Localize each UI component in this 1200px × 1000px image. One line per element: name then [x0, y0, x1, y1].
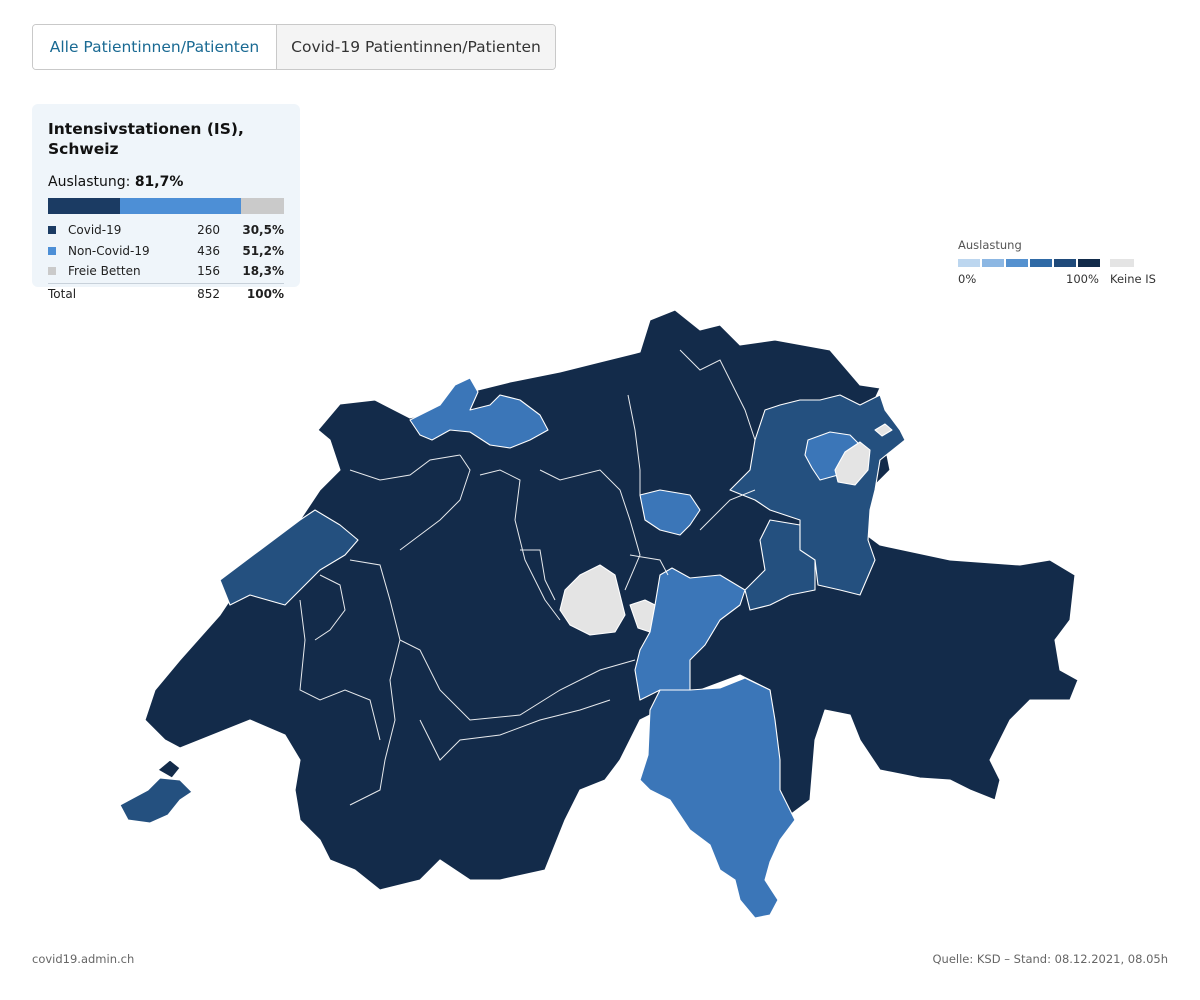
table-row: Freie Betten 156 18,3% [48, 261, 284, 282]
region-geneva[interactable] [119, 777, 193, 824]
legend-swatch [958, 259, 980, 267]
legend-max-label: 100% [1066, 272, 1099, 286]
canton-borders [299, 349, 756, 806]
tab-all-patients[interactable]: Alle Patientinnen/Patienten [33, 25, 277, 69]
row-count: 156 [197, 264, 220, 279]
region-ticino[interactable] [639, 677, 796, 919]
row-count: 436 [197, 243, 220, 258]
legend-color-scale [958, 259, 1102, 267]
row-label: Freie Betten [68, 264, 141, 279]
region-neuchatel[interactable] [219, 509, 359, 606]
card-title: Intensivstationen (IS), Schweiz [48, 120, 244, 158]
legend-swatch [1006, 259, 1028, 267]
utilization-stacked-bar [48, 198, 284, 214]
tab-covid-patients[interactable]: Covid-19 Patientinnen/Patienten [277, 25, 555, 69]
row-share: 18,3% [242, 264, 284, 279]
row-label: Covid-19 [68, 223, 122, 238]
region-obwalden[interactable] [559, 564, 626, 636]
row-count: 260 [197, 223, 220, 238]
region-uri[interactable] [634, 567, 746, 701]
legend-swatch [1030, 259, 1052, 267]
utilization-label: Auslastung: [48, 174, 131, 190]
table-row: Covid-19 260 30,5% [48, 220, 284, 241]
row-label: Total [48, 286, 77, 301]
legend-title: Auslastung [958, 238, 1022, 252]
icu-breakdown-table: Covid-19 260 30,5% Non-Covid-19 436 51,2… [48, 220, 284, 304]
row-share: 100% [246, 286, 284, 301]
legend-min-label: 0% [958, 272, 977, 286]
region-appenzell-ir[interactable] [834, 441, 871, 486]
bar-segment-non-covid [120, 198, 241, 214]
bar-segment-covid [48, 198, 120, 214]
row-share: 30,5% [242, 223, 284, 238]
bar-segment-free-beds [241, 198, 284, 214]
row-count: 852 [197, 286, 220, 301]
utilization-value: 81,7% [134, 174, 184, 190]
table-row: Non-Covid-19 436 51,2% [48, 241, 284, 262]
legend-no-data-swatch [1110, 259, 1134, 267]
legend-swatch [1054, 259, 1076, 267]
icu-summary-card: Intensivstationen (IS), Schweiz Auslastu… [32, 104, 300, 301]
row-label: Non-Covid-19 [68, 243, 150, 258]
patient-type-tabs: Alle Patientinnen/Patienten Covid-19 Pat… [32, 24, 556, 70]
legend-no-data-label: Keine IS [1110, 272, 1156, 286]
footer-source-info: Quelle: KSD – Stand: 08.12.2021, 08.05h [932, 952, 1168, 966]
swatch-covid [48, 226, 56, 235]
swatch-non-covid [48, 246, 56, 255]
legend-swatch [1078, 259, 1100, 267]
region-zug[interactable] [639, 489, 701, 536]
map-legend: Auslastung 0% 100% Keine IS [958, 238, 1168, 288]
swatch-free-beds [48, 267, 56, 276]
row-share: 51,2% [242, 243, 284, 258]
region-appenzell-ir-small[interactable] [874, 423, 893, 437]
footer-source-site: covid19.admin.ch [32, 952, 135, 966]
table-row-total: Total 852 100% [48, 282, 284, 305]
region-geneva-link[interactable] [157, 759, 181, 779]
region-basel[interactable] [409, 377, 549, 449]
utilization-line: Auslastung: 81,7% [48, 173, 284, 191]
legend-swatch [982, 259, 1004, 267]
